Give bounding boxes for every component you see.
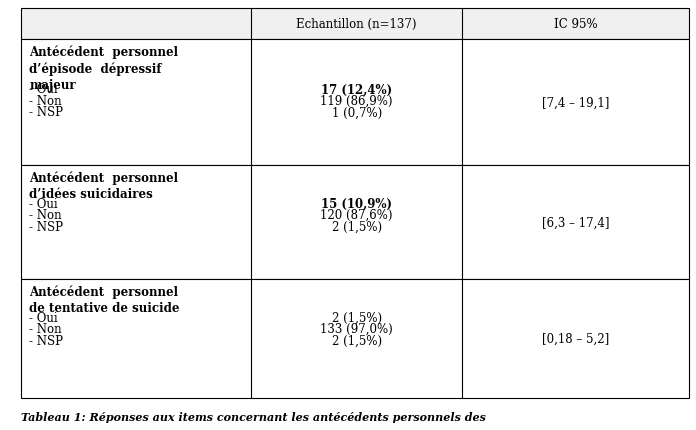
Text: Tableau 1: Réponses aux items concernant les antécédents personnels des: Tableau 1: Réponses aux items concernant…: [21, 411, 486, 422]
Bar: [21, 166, 689, 280]
Text: - Non: - Non: [29, 322, 62, 335]
Text: Antécédent  personnel
de tentative de suicide: Antécédent personnel de tentative de sui…: [29, 285, 180, 315]
Text: Antécédent  personnel
d’idées suicidaires: Antécédent personnel d’idées suicidaires: [29, 171, 178, 201]
Text: 15 (10,9%): 15 (10,9%): [321, 197, 392, 210]
Text: 2 (1,5%): 2 (1,5%): [331, 220, 381, 233]
Text: - NSP: - NSP: [29, 334, 63, 347]
Text: - Non: - Non: [29, 95, 62, 108]
Text: 133 (97,0%): 133 (97,0%): [320, 322, 393, 335]
Text: [0,18 – 5,2]: [0,18 – 5,2]: [541, 332, 609, 345]
Text: - Non: - Non: [29, 209, 62, 221]
Text: 120 (87,6%): 120 (87,6%): [320, 209, 393, 221]
Text: [7,4 – 19,1]: [7,4 – 19,1]: [541, 96, 609, 109]
Text: 17 (12,4%): 17 (12,4%): [321, 83, 392, 96]
Bar: [21, 9, 689, 40]
Text: 2 (1,5%): 2 (1,5%): [331, 334, 381, 347]
Text: - NSP: - NSP: [29, 220, 63, 233]
Text: 2 (1,5%): 2 (1,5%): [331, 311, 381, 324]
Text: Antécédent  personnel
d’épisode  dépressif
majeur: Antécédent personnel d’épisode dépressif…: [29, 45, 178, 92]
Text: 119 (86,9%): 119 (86,9%): [320, 95, 393, 108]
Text: - NSP: - NSP: [29, 106, 63, 119]
Text: IC 95%: IC 95%: [553, 18, 597, 31]
Text: [6,3 – 17,4]: [6,3 – 17,4]: [541, 216, 609, 229]
Text: Echantillon (n=137): Echantillon (n=137): [296, 18, 417, 31]
Text: - Oui: - Oui: [29, 197, 58, 210]
Text: - Oui: - Oui: [29, 311, 58, 324]
Text: - Oui: - Oui: [29, 83, 58, 96]
Bar: [21, 280, 689, 398]
Bar: [21, 40, 689, 166]
Text: 1 (0,7%): 1 (0,7%): [331, 106, 381, 119]
